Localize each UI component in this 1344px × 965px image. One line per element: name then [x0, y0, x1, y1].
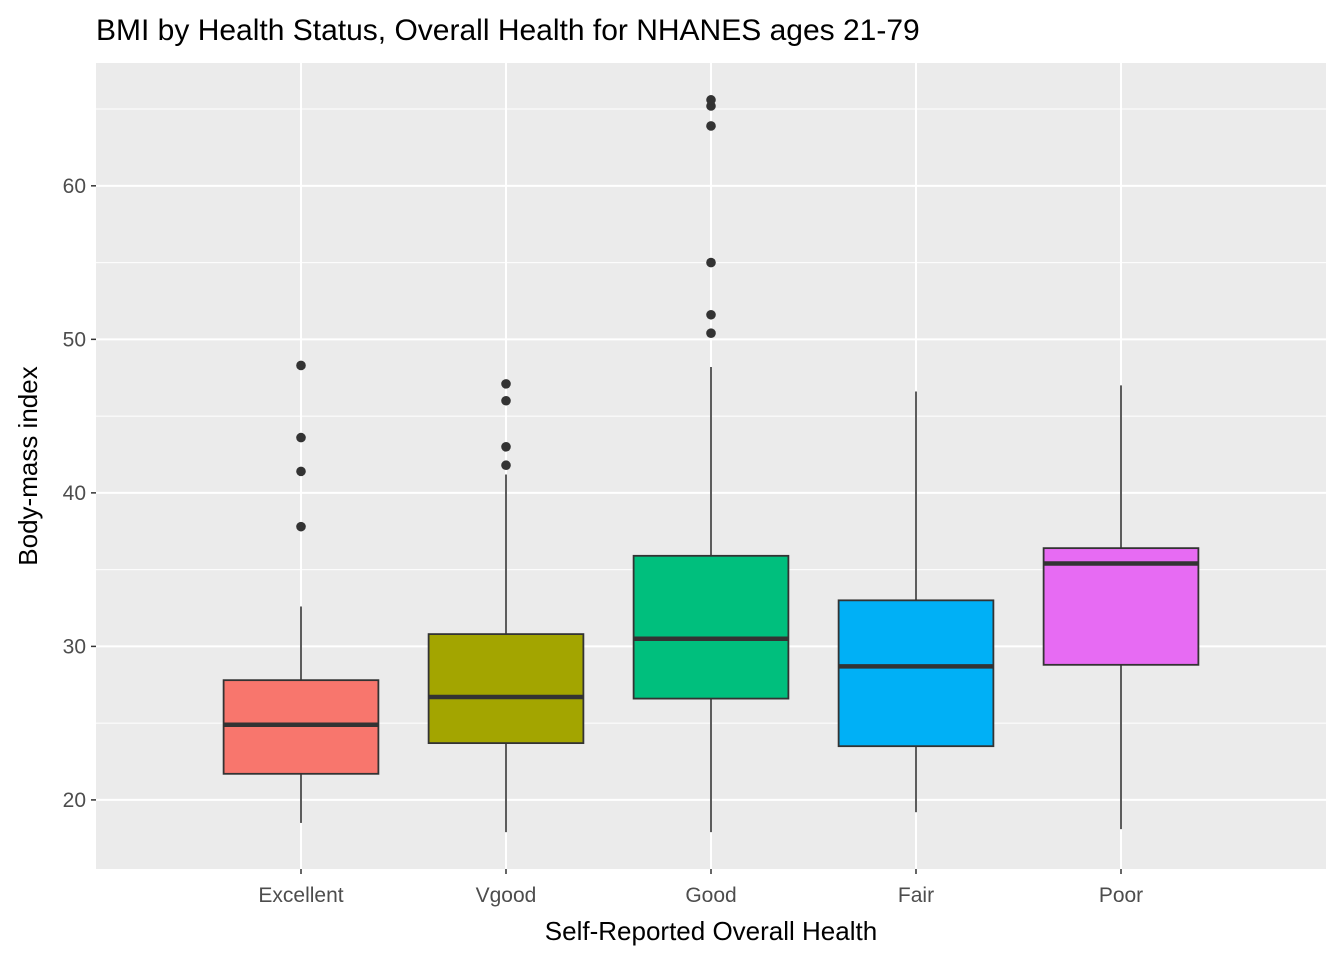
x-tick-label: Fair — [898, 884, 934, 907]
outliers — [296, 95, 716, 532]
box-fair — [837, 391, 995, 813]
outlier-point — [296, 521, 306, 532]
outlier-point — [706, 328, 716, 339]
box-vgood — [427, 474, 585, 833]
outlier-point — [501, 442, 511, 452]
y-tick-label: 40 — [63, 482, 86, 505]
outlier-point — [706, 309, 716, 320]
outlier-point — [706, 95, 716, 105]
y-axis-ticks: 20 30 40 50 60 — [63, 175, 96, 812]
chart-title: BMI by Health Status, Overall Health for… — [96, 14, 920, 47]
outlier-point — [296, 432, 306, 443]
outlier-point — [296, 360, 306, 371]
x-axis-title: Self-Reported Overall Health — [545, 916, 877, 946]
boxes — [222, 366, 1200, 833]
iqr-box — [632, 554, 790, 700]
x-axis-ticks: Excellent Vgood Good Fair Poor — [258, 869, 1143, 907]
y-tick-label: 60 — [63, 175, 86, 198]
x-tick-label: Vgood — [476, 884, 537, 907]
y-tick-label: 50 — [63, 328, 86, 351]
y-axis-title: Body-mass index — [13, 366, 43, 565]
outlier-point — [706, 121, 716, 131]
y-tick-label: 20 — [63, 789, 86, 812]
outlier-point — [501, 395, 511, 406]
outlier-point — [501, 460, 511, 471]
iqr-box — [222, 679, 380, 775]
x-tick-label: Good — [685, 884, 736, 907]
outlier-point — [296, 466, 306, 477]
x-tick-label: Excellent — [258, 884, 343, 907]
x-tick-label: Poor — [1099, 884, 1143, 907]
iqr-box — [837, 599, 995, 748]
outlier-point — [501, 379, 511, 389]
iqr-box — [427, 633, 585, 745]
iqr-box — [1042, 547, 1200, 666]
outlier-point — [706, 257, 716, 268]
box-good — [632, 366, 790, 833]
box-poor — [1042, 385, 1200, 830]
box-excellent — [222, 606, 380, 823]
y-tick-label: 30 — [63, 635, 86, 658]
